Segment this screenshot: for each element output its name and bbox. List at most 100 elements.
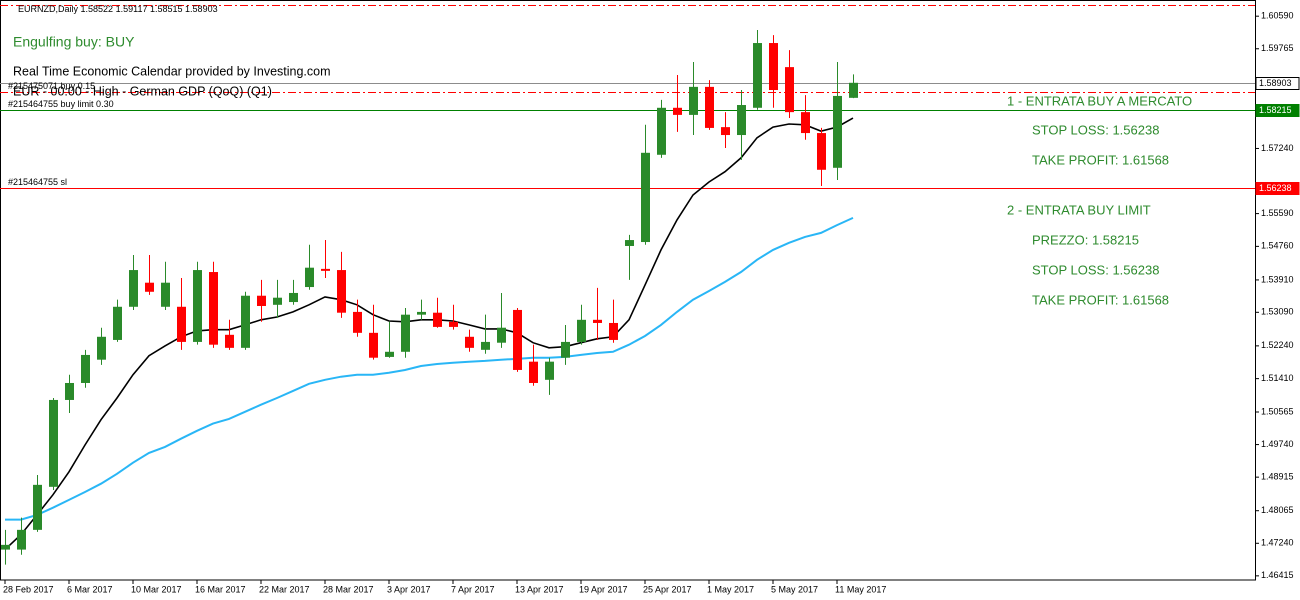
y-tick-label: 1.47240	[1261, 538, 1294, 548]
moving-average	[5, 216, 854, 521]
y-tick-label: 1.53090	[1261, 307, 1294, 317]
candle-body	[385, 351, 394, 357]
candle-body	[577, 319, 586, 342]
candle-body	[625, 240, 634, 246]
candle-body	[721, 127, 730, 136]
candle-body	[465, 336, 474, 348]
plan-note: STOP LOSS: 1.56238	[1032, 262, 1159, 277]
last-low: 1.58515	[150, 4, 183, 14]
x-tick-label: 10 Mar 2017	[131, 584, 182, 594]
candle-body	[241, 295, 250, 348]
x-tick-label: 19 Apr 2017	[579, 584, 628, 594]
x-tick-label: 16 Mar 2017	[195, 584, 246, 594]
candle-body	[401, 314, 410, 352]
candle-body	[545, 361, 554, 380]
moving-average	[4, 117, 854, 551]
x-tick-label: 3 Apr 2017	[387, 584, 431, 594]
price-box-label: 1.58903	[1259, 78, 1292, 88]
candle-body	[529, 361, 538, 383]
candle-body	[289, 292, 298, 303]
candle-body	[417, 311, 426, 315]
candle-body	[273, 297, 282, 305]
last-close: 1.58903	[185, 4, 218, 14]
candle-body	[321, 268, 330, 271]
y-tick-label: 1.50565	[1261, 406, 1294, 416]
y-tick-label: 1.59765	[1261, 43, 1294, 53]
y-tick-label: 1.60590	[1261, 11, 1294, 21]
candle-body	[145, 282, 154, 292]
symbol-header: EURNZD,Daily 1.58522 1.59117 1.58515 1.5…	[18, 4, 218, 14]
plan-note: TAKE PROFIT: 1.61568	[1032, 152, 1169, 167]
x-tick-label: 7 Apr 2017	[451, 584, 495, 594]
price-box-label: 1.58215	[1259, 105, 1292, 115]
y-tick-label: 1.55590	[1261, 208, 1294, 218]
candle-body	[849, 82, 858, 98]
price-box	[1255, 104, 1300, 117]
candle-body	[609, 322, 618, 340]
x-tick-label: 11 May 2017	[835, 584, 886, 594]
candle-body	[65, 382, 74, 400]
candle-body	[81, 354, 90, 383]
candle-body	[497, 327, 506, 343]
y-tick-label: 1.54760	[1261, 241, 1294, 251]
last-open: 1.58522	[81, 4, 114, 14]
calendar-credit: Real Time Economic Calendar provided by …	[13, 64, 331, 78]
candle-body	[97, 336, 106, 360]
candle-body	[737, 105, 746, 136]
candle-body	[561, 341, 570, 358]
candle-body	[305, 267, 314, 288]
last-high: 1.59117	[116, 4, 148, 14]
symbol: EURNZD,Daily	[18, 4, 79, 14]
candle-body	[353, 311, 362, 333]
candle-body	[673, 107, 682, 115]
candle-body	[785, 67, 794, 113]
candle-body	[641, 152, 650, 243]
candle-body	[833, 95, 842, 168]
x-tick-label: 28 Mar 2017	[323, 584, 374, 594]
level-label: #215464755 buy limit 0.30	[8, 99, 114, 109]
x-tick-label: 5 May 2017	[771, 584, 818, 594]
candle-body	[705, 86, 714, 128]
y-tick-label: 1.53910	[1261, 274, 1294, 284]
candle-body	[161, 282, 170, 307]
candle-body	[769, 43, 778, 91]
plan-note: 2 - ENTRATA BUY LIMIT	[1007, 202, 1151, 217]
y-tick-label: 1.52240	[1261, 340, 1294, 350]
candle-body	[753, 43, 762, 108]
y-tick-label: 1.57240	[1261, 143, 1294, 153]
calendar-event: EUR - 00:00 - High - German GDP (QoQ) (Q…	[13, 84, 272, 98]
price-box-label: 1.56238	[1259, 183, 1292, 193]
candle-body	[481, 341, 490, 350]
level-label: #215464755 sl	[8, 177, 67, 187]
candle-body	[193, 270, 202, 342]
candle-body	[369, 332, 378, 358]
candle-body	[1, 544, 10, 550]
candle-body	[225, 334, 234, 348]
candle-body	[33, 484, 42, 530]
candle-body	[593, 319, 602, 323]
x-tick-label: 25 Apr 2017	[643, 584, 692, 594]
y-tick-label: 1.46415	[1261, 570, 1294, 580]
candle-body	[209, 272, 218, 345]
candle-body	[689, 86, 698, 115]
y-tick-label: 1.49740	[1261, 439, 1294, 449]
plan-note: STOP LOSS: 1.56238	[1032, 122, 1159, 137]
plan-note: TAKE PROFIT: 1.61568	[1032, 292, 1169, 307]
signal-label: Engulfing buy: BUY	[13, 34, 135, 50]
candle-body	[817, 133, 826, 170]
candle-body	[49, 399, 58, 487]
y-tick-label: 1.51410	[1261, 373, 1294, 383]
candle-body	[257, 295, 266, 306]
candle-body	[17, 529, 26, 550]
candle-body	[801, 112, 810, 134]
candle-body	[657, 107, 666, 155]
plan-note: PREZZO: 1.58215	[1032, 232, 1139, 247]
x-tick-label: 28 Feb 2017	[3, 584, 54, 594]
candle-body	[177, 306, 186, 342]
candle-body	[449, 321, 458, 327]
plan-note: 1 - ENTRATA BUY A MERCATO	[1007, 93, 1192, 108]
x-tick-label: 6 Mar 2017	[67, 584, 113, 594]
x-tick-label: 13 Apr 2017	[515, 584, 564, 594]
level-label: #215475071 buy 0.15	[8, 81, 95, 91]
